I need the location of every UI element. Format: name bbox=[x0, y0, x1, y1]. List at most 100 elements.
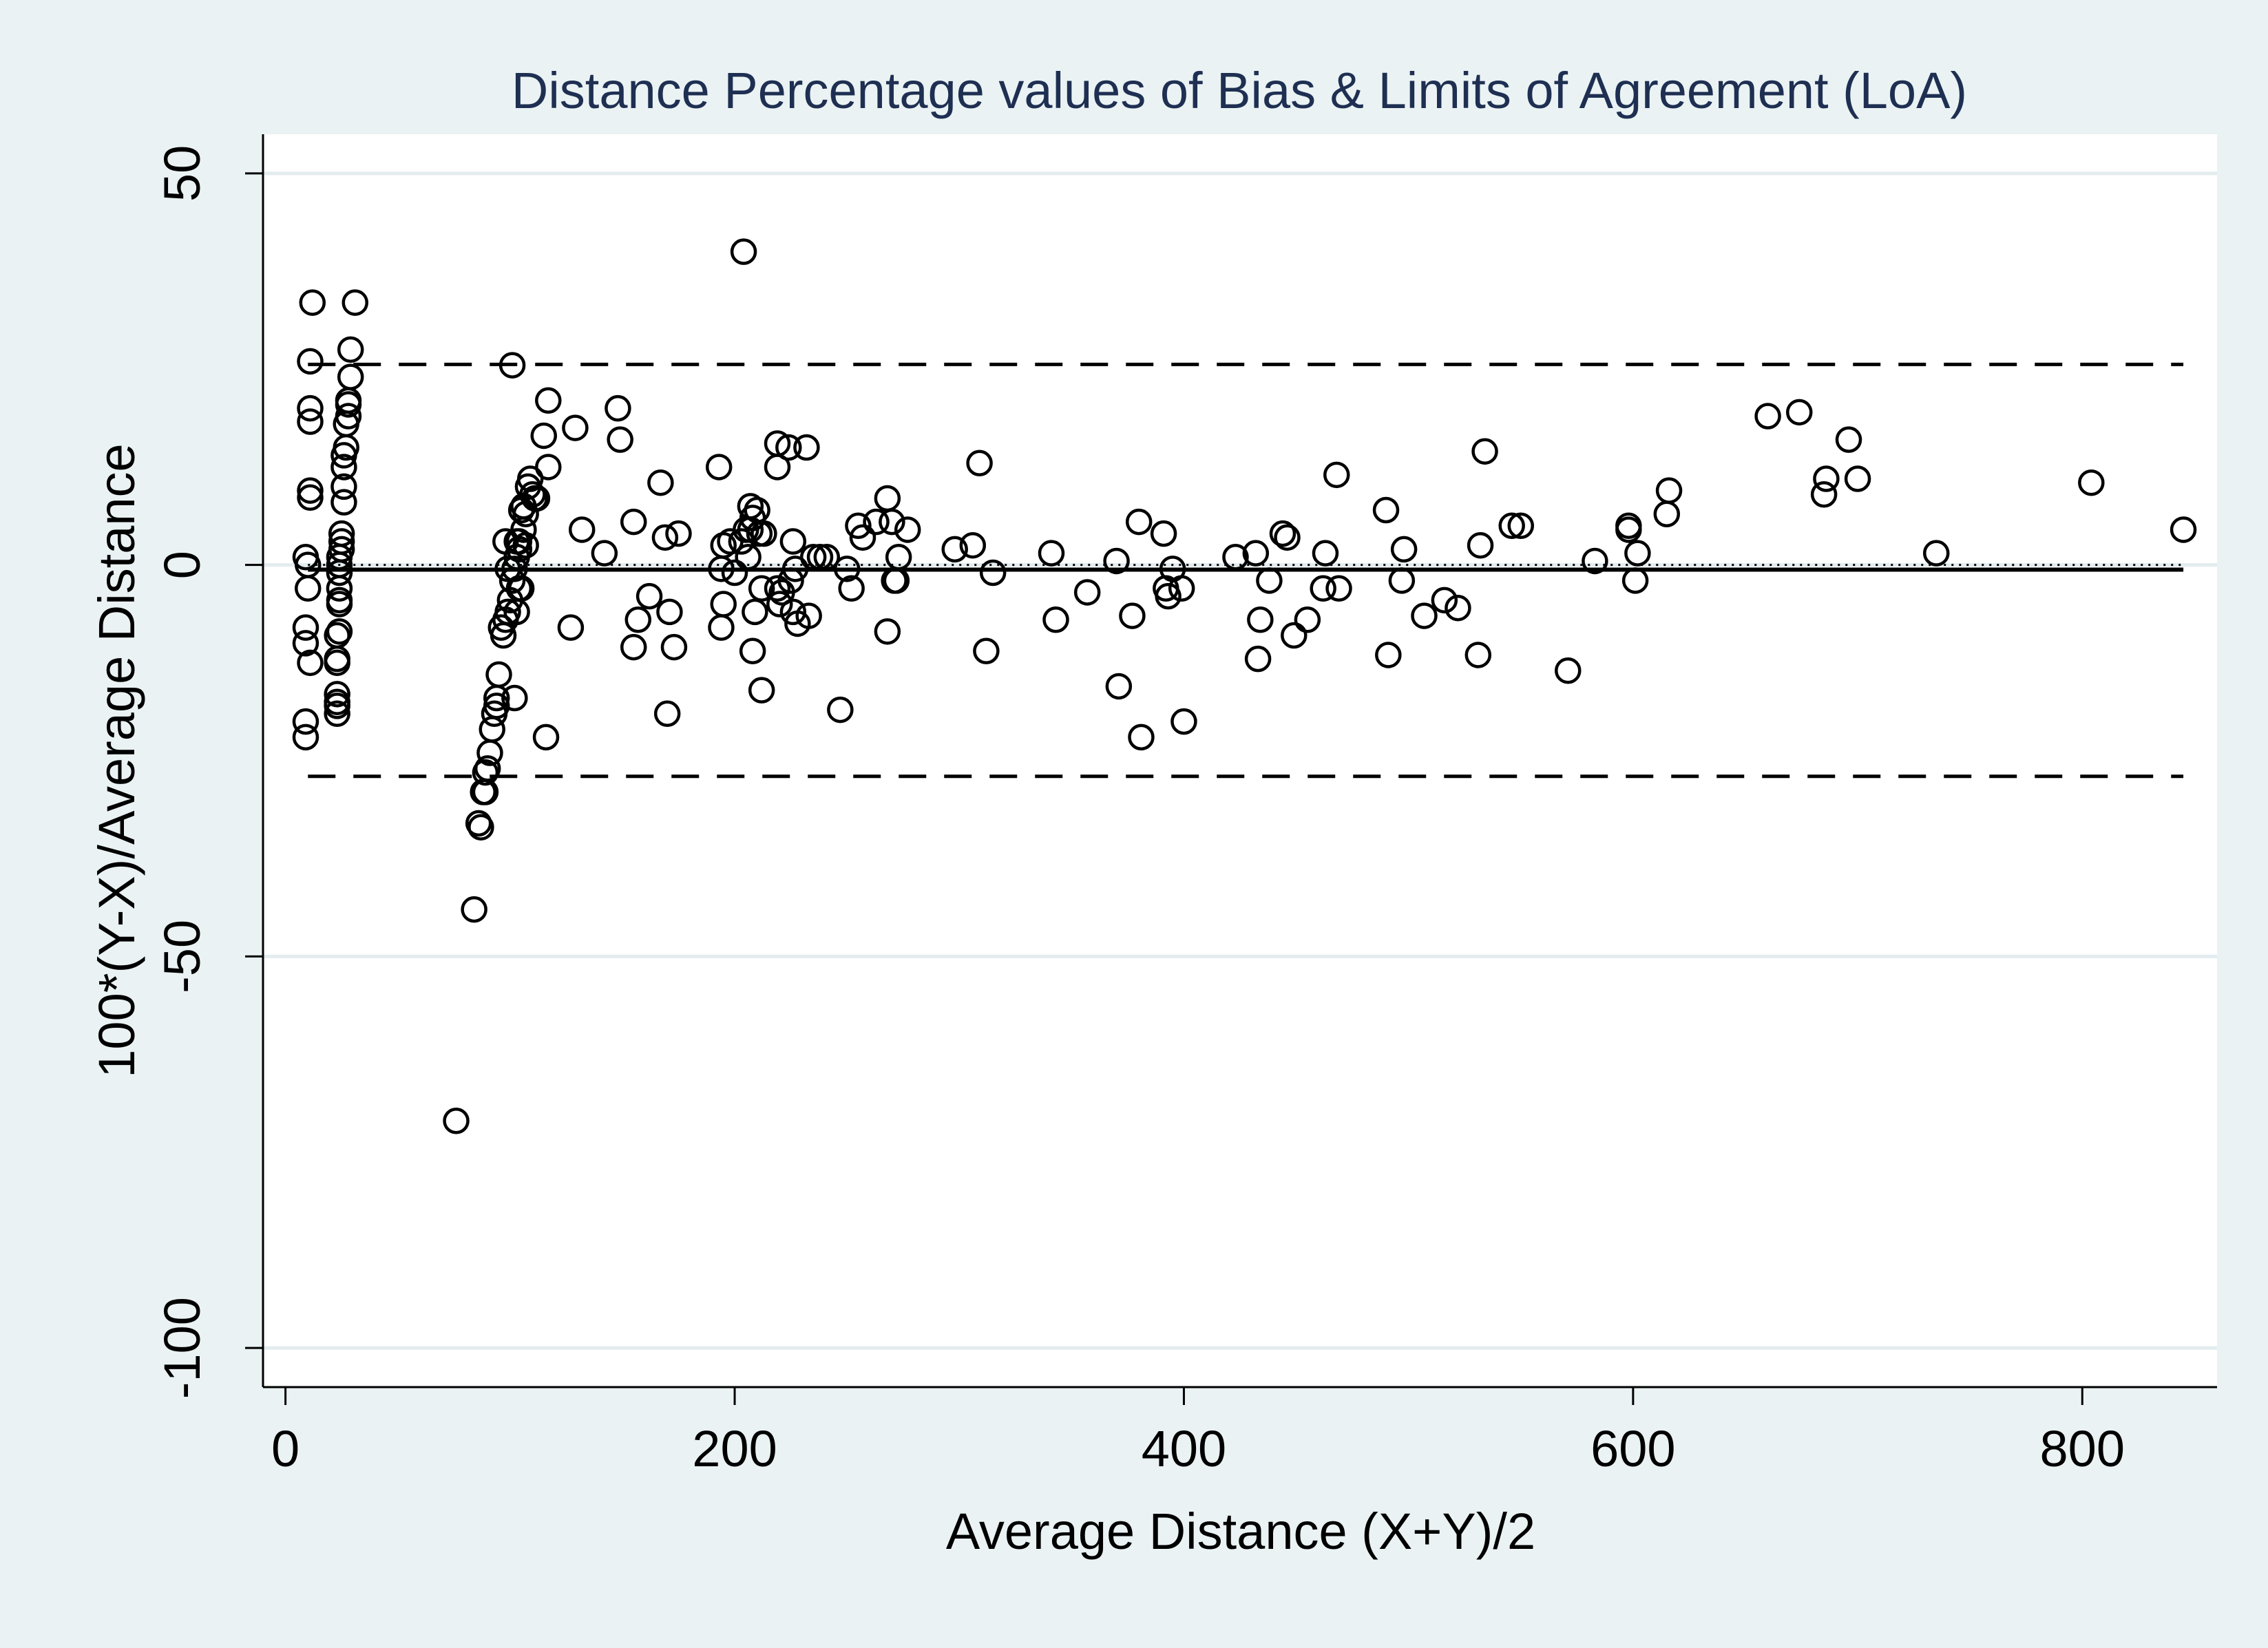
data-point-186 bbox=[1325, 575, 1352, 602]
data-point-77 bbox=[492, 528, 519, 555]
data-point-14 bbox=[342, 289, 368, 316]
data-point-119 bbox=[742, 598, 768, 626]
data-point-164 bbox=[1105, 673, 1133, 700]
data-point-174 bbox=[1222, 544, 1249, 571]
data-point-23 bbox=[330, 454, 357, 480]
data-point-0 bbox=[299, 289, 326, 316]
data-point-149 bbox=[874, 618, 901, 645]
data-point-131 bbox=[775, 434, 802, 461]
data-point-105 bbox=[705, 454, 733, 480]
data-point-214 bbox=[2078, 469, 2105, 496]
data-point-3 bbox=[297, 408, 324, 435]
y-tick-label-3: -100 bbox=[154, 1297, 211, 1399]
data-point-162 bbox=[1073, 579, 1101, 606]
data-point-11 bbox=[297, 649, 324, 677]
data-point-18 bbox=[335, 391, 362, 418]
data-point-150 bbox=[879, 508, 905, 536]
data-point-75 bbox=[461, 896, 487, 923]
data-point-100 bbox=[651, 524, 679, 551]
data-point-1 bbox=[297, 348, 324, 375]
data-point-64 bbox=[483, 684, 510, 712]
data-point-39 bbox=[324, 681, 350, 708]
data-point-158 bbox=[973, 637, 1000, 664]
chart-title: Distance Percentage values of Bias & Lim… bbox=[512, 62, 1967, 119]
data-point-34 bbox=[326, 591, 353, 617]
data-point-86 bbox=[530, 422, 558, 450]
data-point-204 bbox=[1621, 567, 1649, 594]
data-point-138 bbox=[795, 602, 822, 629]
data-point-128 bbox=[764, 575, 791, 602]
data-point-184 bbox=[1312, 540, 1339, 567]
data-point-211 bbox=[1835, 426, 1862, 453]
data-point-25 bbox=[330, 489, 357, 516]
data-point-87 bbox=[535, 454, 562, 480]
data-point-161 bbox=[1042, 606, 1069, 633]
data-point-90 bbox=[568, 516, 596, 543]
data-point-178 bbox=[1256, 567, 1283, 594]
data-point-142 bbox=[827, 696, 854, 723]
data-point-41 bbox=[324, 693, 350, 719]
reference-lines bbox=[308, 362, 2184, 779]
data-point-15 bbox=[337, 336, 364, 363]
data-point-139 bbox=[799, 544, 827, 571]
data-point-202 bbox=[1615, 516, 1642, 543]
data-point-199 bbox=[1555, 657, 1582, 684]
data-point-143 bbox=[833, 556, 861, 582]
data-point-93 bbox=[605, 394, 631, 422]
data-point-197 bbox=[1498, 512, 1525, 539]
data-point-104 bbox=[665, 520, 692, 547]
data-point-157 bbox=[966, 450, 993, 476]
data-point-89 bbox=[562, 414, 589, 441]
data-point-57 bbox=[498, 567, 526, 594]
data-point-85 bbox=[535, 387, 562, 414]
data-point-163 bbox=[1103, 547, 1130, 575]
data-point-153 bbox=[885, 544, 912, 571]
data-point-10 bbox=[292, 630, 319, 657]
data-point-99 bbox=[647, 469, 674, 496]
data-point-206 bbox=[1655, 477, 1683, 504]
data-point-42 bbox=[324, 700, 350, 727]
data-point-176 bbox=[1244, 645, 1272, 673]
data-point-135 bbox=[781, 556, 809, 582]
data-point-195 bbox=[1467, 531, 1494, 559]
data-point-192 bbox=[1431, 587, 1458, 614]
data-point-101 bbox=[656, 598, 683, 626]
data-point-213 bbox=[1922, 540, 1950, 567]
data-point-170 bbox=[1155, 582, 1182, 610]
data-point-66 bbox=[481, 700, 508, 727]
data-point-145 bbox=[845, 512, 872, 539]
x-tick-label-2: 400 bbox=[1142, 1420, 1226, 1477]
data-point-22 bbox=[330, 442, 357, 469]
x-tick-label-0: 0 bbox=[271, 1420, 300, 1477]
data-point-179 bbox=[1269, 520, 1296, 547]
data-point-165 bbox=[1119, 602, 1146, 629]
x-axis-label: Average Distance (X+Y)/2 bbox=[946, 1503, 1535, 1560]
data-point-62 bbox=[487, 614, 515, 641]
data-point-134 bbox=[779, 598, 807, 626]
data-point-203 bbox=[1624, 540, 1651, 567]
data-point-193 bbox=[1445, 594, 1471, 622]
data-point-82 bbox=[512, 531, 539, 559]
data-point-140 bbox=[806, 544, 834, 571]
data-point-81 bbox=[507, 575, 535, 602]
data-point-70 bbox=[472, 759, 499, 786]
y-tick-label-2: -50 bbox=[154, 920, 211, 993]
data-point-43 bbox=[498, 352, 526, 379]
data-point-84 bbox=[523, 485, 551, 512]
data-point-111 bbox=[721, 559, 748, 587]
scatter-points bbox=[292, 238, 2197, 1134]
data-point-182 bbox=[1294, 606, 1321, 633]
data-point-38 bbox=[324, 649, 350, 677]
data-point-95 bbox=[620, 508, 647, 536]
data-point-9 bbox=[292, 614, 319, 641]
data-point-94 bbox=[607, 426, 633, 453]
data-point-129 bbox=[766, 591, 793, 617]
data-point-13 bbox=[292, 723, 319, 751]
data-point-208 bbox=[1786, 399, 1813, 426]
data-point-137 bbox=[793, 434, 820, 461]
y-tick-label-1: 0 bbox=[154, 551, 211, 579]
data-point-166 bbox=[1125, 508, 1153, 536]
x-axis-ticks: 0 200 400 600 800 bbox=[271, 1387, 2125, 1477]
y-axis-ticks: 50 0 -50 -100 bbox=[154, 145, 263, 1399]
